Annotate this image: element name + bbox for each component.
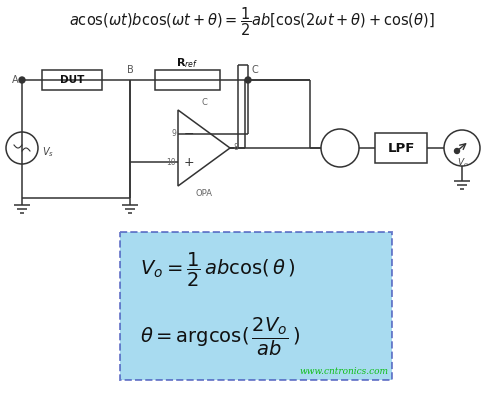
Text: 8: 8 bbox=[233, 143, 238, 152]
Text: $V_o$: $V_o$ bbox=[457, 156, 469, 169]
Polygon shape bbox=[178, 110, 230, 186]
Text: 9: 9 bbox=[171, 129, 176, 138]
Bar bbox=[42, 70, 102, 90]
Text: OPA: OPA bbox=[196, 189, 212, 198]
Text: $a\cos(\omega t)b\cos(\omega t+\theta)=\dfrac{1}{2}ab[\cos(2\omega t+\theta)+\co: $a\cos(\omega t)b\cos(\omega t+\theta)=\… bbox=[69, 5, 435, 37]
Circle shape bbox=[321, 129, 359, 167]
Bar bbox=[120, 232, 392, 380]
Text: 10: 10 bbox=[166, 157, 176, 166]
Text: $V_s$: $V_s$ bbox=[42, 145, 54, 159]
Bar bbox=[155, 70, 220, 90]
Bar bbox=[375, 133, 427, 163]
Text: C: C bbox=[251, 65, 258, 75]
Text: $V_o = \dfrac{1}{2}\,ab\cos(\,\theta\,)$: $V_o = \dfrac{1}{2}\,ab\cos(\,\theta\,)$ bbox=[140, 251, 295, 289]
Text: www.cntronics.com: www.cntronics.com bbox=[299, 367, 388, 376]
Circle shape bbox=[444, 130, 480, 166]
Text: $\mathbf{R}_{ref}$: $\mathbf{R}_{ref}$ bbox=[176, 56, 199, 70]
Circle shape bbox=[6, 132, 38, 164]
Text: +: + bbox=[184, 155, 194, 169]
Circle shape bbox=[19, 77, 25, 83]
Circle shape bbox=[245, 77, 251, 83]
Text: DUT: DUT bbox=[60, 75, 84, 85]
Text: LPF: LPF bbox=[388, 141, 414, 154]
Text: C: C bbox=[201, 98, 207, 107]
Circle shape bbox=[454, 148, 460, 154]
Text: $\theta = \mathrm{arg}\cos(\,\dfrac{2V_o}{ab}\,)$: $\theta = \mathrm{arg}\cos(\,\dfrac{2V_o… bbox=[140, 316, 300, 358]
Text: −: − bbox=[184, 127, 194, 140]
Text: A: A bbox=[12, 75, 19, 85]
Text: B: B bbox=[126, 65, 134, 75]
